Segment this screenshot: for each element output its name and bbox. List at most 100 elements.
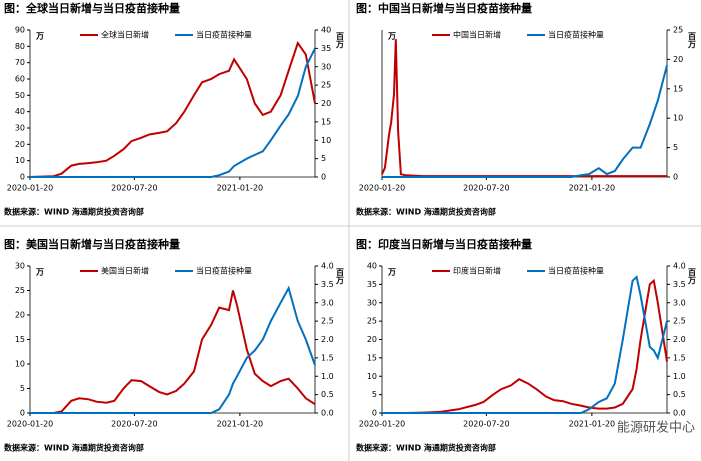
x-tick-label: 2020-07-20: [111, 420, 158, 429]
y-unit: 万: [387, 268, 396, 277]
y-tick-label: 20: [15, 140, 25, 149]
y-tick-label: 10: [15, 360, 25, 369]
y2-tick-label: 2.5: [321, 317, 334, 326]
y2-tick-label: 20: [673, 55, 683, 64]
y-tick-label: 90: [15, 26, 25, 35]
y2-unit: 百万: [688, 268, 697, 285]
y-tick-label: 10: [15, 156, 25, 165]
y-tick-label: 15: [15, 335, 25, 344]
chart-title: 图：印度当日新增与当日疫苗接种量: [356, 237, 532, 251]
y2-tick-label: 15: [321, 117, 331, 126]
series-line: [30, 290, 316, 414]
series-line: [382, 65, 668, 178]
y-tick-label: 30: [367, 298, 377, 307]
y-tick-label: 70: [15, 58, 25, 67]
y2-tick-label: 0.5: [321, 390, 334, 399]
watermark: 能源研发中心: [617, 420, 695, 436]
legend-label: 美国当日新增: [101, 266, 149, 276]
y-tick-label: 20: [367, 335, 377, 344]
x-tick-label: 2021-01-20: [217, 420, 264, 429]
series-line: [382, 275, 668, 414]
y-unit: 万: [35, 268, 44, 277]
source: 数据来源：WIND 海通期货投资咨询部: [4, 207, 144, 217]
y2-tick-label: 20: [321, 99, 331, 108]
y-unit: 万: [387, 32, 396, 41]
y-tick-label: 5: [372, 390, 377, 399]
y2-tick-label: 0: [321, 173, 326, 182]
y-tick-label: 0: [20, 409, 25, 418]
y-tick-label: 10: [367, 372, 377, 381]
y2-tick-label: 0: [673, 173, 678, 182]
chart-title: 图：全球当日新增与当日疫苗接种量: [4, 1, 180, 15]
y-tick-label: 60: [15, 75, 25, 84]
y-tick-label: 30: [15, 262, 25, 271]
x-tick-label: 2020-01-20: [7, 420, 54, 429]
y2-tick-label: 1.5: [321, 353, 334, 362]
y2-tick-label: 35: [321, 44, 331, 53]
x-tick-label: 2020-01-20: [7, 184, 54, 193]
series-line: [30, 285, 316, 414]
y-unit: 万: [35, 32, 44, 41]
y2-tick-label: 15: [673, 84, 683, 93]
y2-tick-label: 1.0: [321, 372, 334, 381]
y2-tick-label: 2.5: [673, 317, 686, 326]
chart-title: 图：中国当日新增与当日疫苗接种量: [356, 1, 532, 15]
y2-unit: 百万: [336, 32, 345, 49]
y-tick-label: 25: [367, 317, 377, 326]
legend-label: 当日疫苗接种量: [196, 266, 252, 276]
y2-tick-label: 5: [321, 154, 326, 163]
y-tick-label: 25: [15, 286, 25, 295]
y2-unit: 百万: [336, 268, 345, 285]
y2-tick-label: 40: [321, 26, 331, 35]
y2-tick-label: 10: [321, 136, 331, 145]
y-tick-label: 0: [372, 409, 377, 418]
series-line: [29, 40, 316, 178]
x-tick-label: 2021-01-20: [569, 184, 616, 193]
y2-tick-label: 3.5: [321, 280, 334, 289]
y2-tick-label: 4.0: [321, 262, 334, 271]
y2-tick-label: 25: [321, 81, 331, 90]
series-line: [30, 47, 316, 178]
y2-unit: 百万: [688, 32, 697, 49]
y2-tick-label: 1.5: [673, 353, 686, 362]
y2-tick-label: 30: [321, 62, 331, 71]
y2-tick-label: 10: [673, 114, 683, 123]
y2-tick-label: 4.0: [673, 262, 686, 271]
y2-tick-label: 3.0: [673, 298, 686, 307]
y-tick-label: 35: [367, 280, 377, 289]
x-tick-label: 2021-01-20: [217, 184, 264, 193]
y2-tick-label: 0.0: [673, 409, 686, 418]
y2-tick-label: 25: [673, 26, 683, 35]
legend-label: 当日疫苗接种量: [196, 30, 252, 40]
y-tick-label: 80: [15, 42, 25, 51]
series-line: [381, 39, 667, 178]
x-tick-label: 2020-01-20: [359, 420, 406, 429]
series-line: [382, 278, 668, 414]
y-tick-label: 20: [15, 311, 25, 320]
y2-tick-label: 3.0: [321, 298, 334, 307]
source: 数据来源：WIND 海通期货投资咨询部: [356, 207, 496, 217]
legend-label: 当日疫苗接种量: [548, 266, 604, 276]
x-tick-label: 2020-07-20: [463, 420, 510, 429]
y-tick-label: 30: [15, 124, 25, 133]
y2-tick-label: 2.0: [321, 335, 334, 344]
source: 数据来源：WIND 海通期货投资咨询部: [4, 443, 144, 453]
y2-tick-label: 1.0: [673, 372, 686, 381]
y-tick-label: 40: [367, 262, 377, 271]
y2-tick-label: 0.5: [673, 390, 686, 399]
y-tick-label: 40: [15, 107, 25, 116]
chart-title: 图：美国当日新增与当日疫苗接种量: [4, 237, 180, 251]
y-tick-label: 0: [20, 173, 25, 182]
y-tick-label: 15: [367, 353, 377, 362]
x-tick-label: 2021-01-20: [569, 420, 616, 429]
y2-tick-label: 2.0: [673, 335, 686, 344]
legend-label: 中国当日新增: [453, 30, 501, 40]
x-tick-label: 2020-07-20: [463, 184, 510, 193]
legend-label: 印度当日新增: [453, 266, 501, 276]
y2-tick-label: 3.5: [673, 280, 686, 289]
y2-tick-label: 5: [673, 143, 678, 152]
legend-label: 全球当日新增: [101, 30, 149, 40]
legend-label: 当日疫苗接种量: [548, 30, 604, 40]
y2-tick-label: 0.0: [321, 409, 334, 418]
